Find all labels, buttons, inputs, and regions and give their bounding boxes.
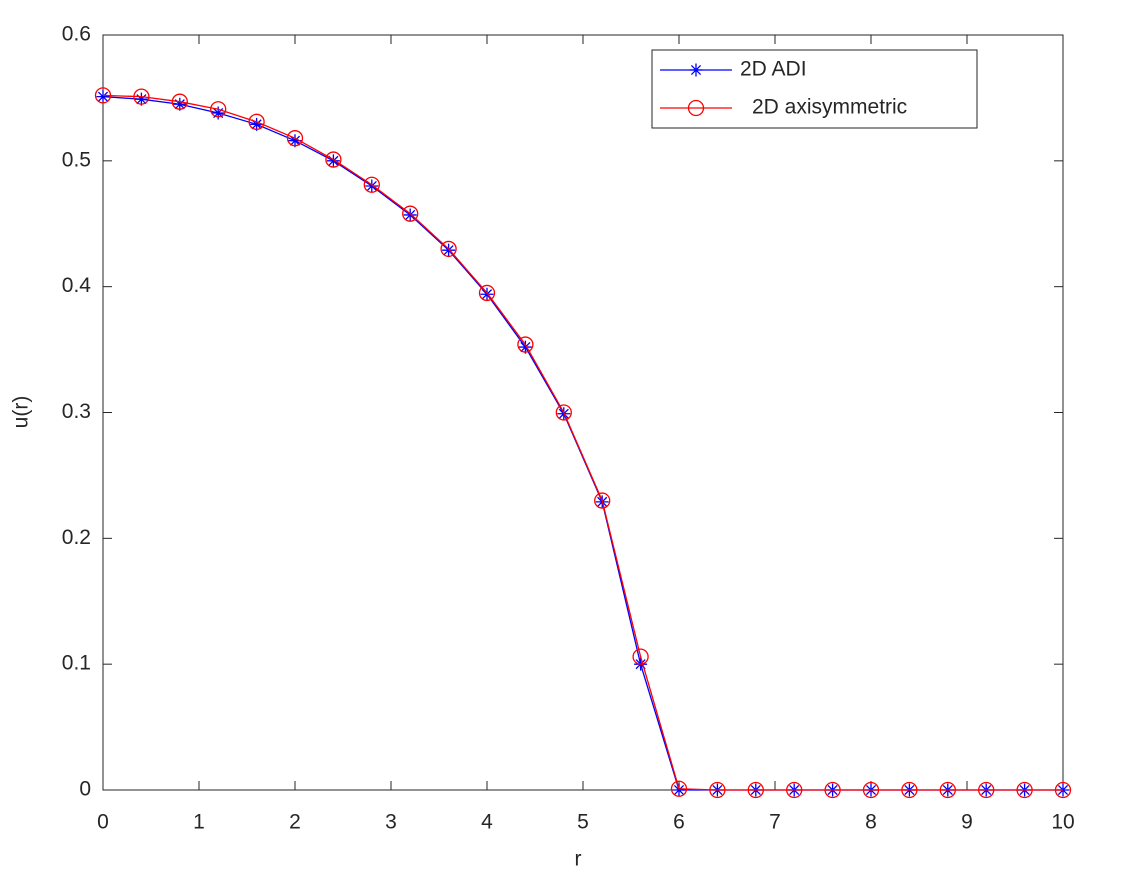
data-point [594,492,611,509]
data-point [365,179,379,193]
data-point [555,404,572,421]
legend-marker [689,63,703,77]
x-tick-label: 3 [385,811,397,834]
x-tick-label: 10 [1051,811,1074,834]
x-axis-label: r [575,848,582,871]
data-point [978,781,995,799]
data-point [824,781,841,799]
data-point [442,243,456,257]
data-point [670,780,688,797]
y-tick-label: 0.3 [62,400,91,423]
y-tick-label: 0.1 [62,652,91,675]
data-point [286,130,304,147]
y-tick-label: 0.4 [62,274,92,297]
data-point [939,781,956,799]
data-point [171,93,188,110]
legend-box [651,49,978,129]
axes-box [102,34,1064,791]
data-point [288,134,302,148]
data-point [672,783,686,797]
data-point [403,208,417,222]
x-tick-label: 9 [961,811,973,834]
data-point [325,151,342,168]
data-point [1054,781,1072,799]
y-tick-label: 0.6 [62,23,91,46]
data-point [901,781,918,799]
legend-label: 2D axisymmetric [752,96,907,119]
x-tick-label: 4 [481,811,493,834]
data-point [94,87,112,104]
data-point [363,176,380,193]
y-tick-label: 0.2 [62,526,91,549]
data-point [134,92,148,106]
data-point [210,101,227,118]
data-point [402,205,419,222]
x-tick-label: 1 [193,811,205,834]
x-tick-label: 6 [673,811,685,834]
data-point [440,240,457,258]
data-point [96,90,110,104]
data-point [480,287,494,301]
data-point [211,106,225,120]
data-point [133,88,150,105]
x-tick-label: 8 [865,811,877,834]
data-point [326,154,340,168]
x-tick-label: 7 [769,811,781,834]
data-point [632,648,649,665]
x-tick-label: 2 [289,811,301,834]
data-point [250,117,264,131]
x-tick-label: 5 [577,811,589,834]
data-point [1016,781,1033,799]
data-point [709,781,726,799]
data-point [747,781,764,799]
data-point [862,781,880,799]
legend-marker [687,99,705,117]
data-point [518,340,532,354]
data-point [478,284,496,302]
data-point [517,336,534,353]
y-axis-label: u(r) [10,396,33,429]
y-tick-label: 0 [79,778,91,801]
data-point [786,781,803,799]
data-point [248,113,265,130]
y-tick-label: 0.5 [62,148,91,171]
x-tick-label: 0 [97,811,109,834]
data-point [173,97,187,111]
legend-label: 2D ADI [740,58,807,81]
